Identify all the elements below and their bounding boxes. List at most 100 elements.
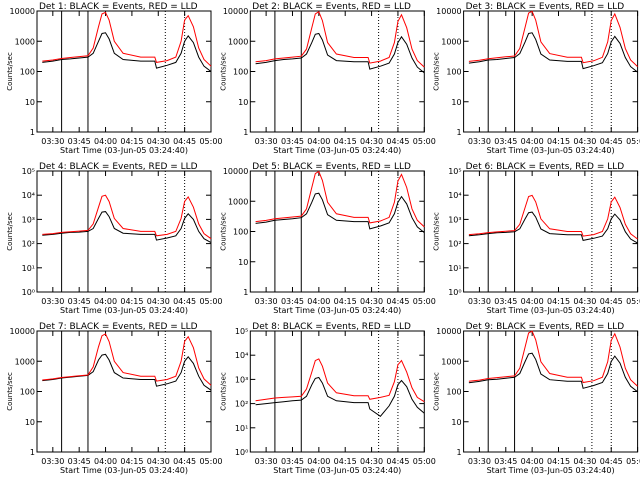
series-line [42, 32, 212, 72]
y-tick-label: 1 [243, 288, 248, 297]
x-tick-label: 04:45 [600, 137, 623, 146]
x-tick-label: 04:30 [147, 457, 170, 466]
panel: Det 9: BLACK = Events, RED = LLD Counts/s… [433, 322, 640, 475]
x-tick-label: 04:15 [334, 137, 357, 146]
x-tick-label: 04:15 [120, 297, 143, 306]
y-tick-label: 10⁵ [235, 327, 248, 336]
y-tick-label: 10⁰ [235, 448, 248, 457]
series-line [42, 211, 212, 244]
x-tick-label: 03:30 [255, 297, 278, 306]
x-axis-label: Start Time (03-Jun-05 03:24:40) [487, 466, 615, 475]
y-tick-label: 10⁵ [22, 167, 35, 176]
x-axis-label: Start Time (03-Jun-05 03:24:40) [60, 146, 188, 155]
y-axis-label: Counts/sec [219, 52, 227, 91]
x-tick-label: 05:00 [626, 457, 640, 466]
x-tick-label: 04:00 [307, 457, 330, 466]
chart-title: Det 4: BLACK = Events, RED = LLD [39, 162, 198, 172]
y-tick-label: 10³ [448, 215, 461, 224]
x-tick-label: 04:30 [147, 297, 170, 306]
y-tick-label: 10⁴ [448, 191, 461, 200]
y-tick-label: 1 [457, 128, 462, 137]
plot-frame [249, 330, 425, 453]
y-axis-label: Counts/sec [6, 52, 14, 91]
series-line [255, 376, 425, 417]
x-tick-label: 03:45 [281, 297, 304, 306]
series-line [468, 32, 638, 73]
x-axis-label: Start Time (03-Jun-05 03:24:40) [60, 466, 188, 475]
x-tick-label: 05:00 [413, 457, 436, 466]
y-tick-label: 10 [238, 98, 248, 107]
x-axis-label: Start Time (03-Jun-05 03:24:40) [487, 306, 615, 315]
y-tick-label: 10¹ [448, 264, 461, 273]
chart-title: Det 5: BLACK = Events, RED = LLD [252, 162, 411, 172]
x-tick-label: 04:00 [94, 137, 117, 146]
x-tick-label: 04:45 [600, 457, 623, 466]
y-tick-label: 10⁰ [22, 288, 35, 297]
y-tick-label: 10⁰ [448, 288, 461, 297]
x-tick-label: 03:45 [494, 297, 517, 306]
y-tick-label: 10 [451, 98, 461, 107]
y-tick-label: 10 [25, 418, 35, 427]
x-axis-label: Start Time (03-Jun-05 03:24:40) [60, 306, 188, 315]
x-tick-label: 04:30 [147, 137, 170, 146]
y-axis-label: Counts/sec [433, 372, 441, 411]
y-tick-label: 10⁴ [22, 191, 35, 200]
panel: Det 4: BLACK = Events, RED = LLD Counts/s… [6, 162, 223, 315]
x-tick-label: 03:30 [468, 457, 491, 466]
y-tick-label: 10 [25, 98, 35, 107]
x-tick-label: 03:30 [468, 297, 491, 306]
y-tick-label: 10 [238, 258, 248, 267]
panel: Det 2: BLACK = Events, RED = LLD Counts/s… [219, 2, 436, 155]
x-tick-label: 04:15 [334, 457, 357, 466]
y-tick-label: 100 [446, 388, 461, 397]
y-tick-label: 100 [20, 68, 35, 77]
y-tick-label: 10¹ [22, 264, 35, 273]
chart-title: Det 8: BLACK = Events, RED = LLD [252, 322, 411, 332]
x-tick-label: 03:45 [68, 137, 91, 146]
y-axis-label: Counts/sec [219, 212, 227, 251]
chart-title: Det 2: BLACK = Events, RED = LLD [252, 2, 411, 12]
y-tick-label: 10² [235, 400, 248, 409]
y-tick-label: 1000 [441, 37, 461, 46]
y-tick-label: 10⁴ [235, 351, 248, 360]
x-tick-label: 05:00 [199, 297, 222, 306]
series-line [468, 330, 638, 387]
x-tick-label: 04:45 [386, 137, 409, 146]
chart-title: Det 6: BLACK = Events, RED = LLD [466, 162, 625, 172]
series-line [42, 353, 212, 391]
x-tick-label: 04:45 [386, 297, 409, 306]
y-tick-label: 10000 [436, 7, 461, 16]
y-tick-label: 10² [22, 240, 35, 249]
x-tick-label: 05:00 [199, 457, 222, 466]
y-tick-label: 100 [446, 68, 461, 77]
x-tick-label: 05:00 [413, 137, 436, 146]
y-tick-label: 1 [30, 448, 35, 457]
y-tick-label: 10¹ [235, 424, 248, 433]
y-axis-label: Counts/sec [6, 372, 14, 411]
series-line [468, 10, 638, 67]
y-tick-label: 10³ [22, 215, 35, 224]
x-tick-label: 04:30 [360, 137, 383, 146]
y-tick-label: 100 [233, 228, 248, 237]
series-line [42, 11, 212, 67]
x-tick-label: 04:00 [521, 137, 544, 146]
x-tick-label: 05:00 [626, 137, 640, 146]
x-tick-label: 04:45 [173, 457, 196, 466]
panel: Det 8: BLACK = Events, RED = LLD Counts/s… [219, 322, 436, 475]
x-tick-label: 04:45 [173, 297, 196, 306]
y-axis-label: Counts/sec [219, 372, 227, 411]
x-tick-label: 04:00 [94, 297, 117, 306]
x-tick-label: 03:30 [41, 137, 64, 146]
panel: Det 3: BLACK = Events, RED = LLD Counts/s… [433, 2, 640, 155]
y-tick-label: 1 [457, 448, 462, 457]
x-tick-label: 04:30 [573, 297, 596, 306]
y-tick-label: 10000 [10, 327, 35, 336]
y-tick-label: 100 [233, 68, 248, 77]
x-tick-label: 04:15 [334, 297, 357, 306]
x-axis-label: Start Time (03-Jun-05 03:24:40) [273, 146, 401, 155]
series-line [255, 358, 425, 403]
x-tick-label: 04:15 [547, 297, 570, 306]
y-tick-label: 100 [20, 388, 35, 397]
x-tick-label: 03:30 [41, 457, 64, 466]
y-tick-label: 10 [451, 418, 461, 427]
